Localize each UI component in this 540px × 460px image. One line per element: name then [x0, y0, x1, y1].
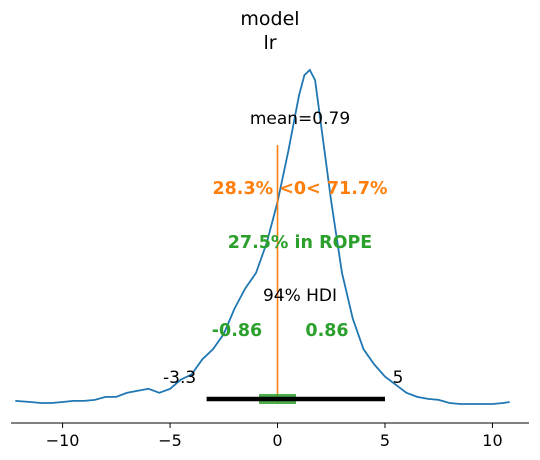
x-axis-ticks: −10 −5 0 5 10 [46, 423, 503, 450]
chart-title: model [240, 8, 299, 30]
x-tick-label: −5 [158, 431, 182, 450]
x-tick-label: 0 [272, 431, 282, 450]
rope-label: 27.5% in ROPE [228, 233, 373, 253]
x-tick-label: −10 [46, 431, 80, 450]
hdi-high-label: 5 [393, 368, 404, 388]
rope-high-label: 0.86 [305, 321, 348, 341]
x-tick-label: 5 [380, 431, 390, 450]
reference-text: 28.3% <0< 71.7% [212, 179, 387, 199]
hdi-prob-label: 94% HDI [263, 286, 337, 306]
chart-subtitle: lr [263, 32, 276, 54]
x-tick-label: 10 [482, 431, 502, 450]
mean-label: mean=0.79 [250, 109, 350, 129]
hdi-low-label: -3.3 [163, 368, 196, 388]
rope-low-label: -0.86 [212, 321, 262, 341]
